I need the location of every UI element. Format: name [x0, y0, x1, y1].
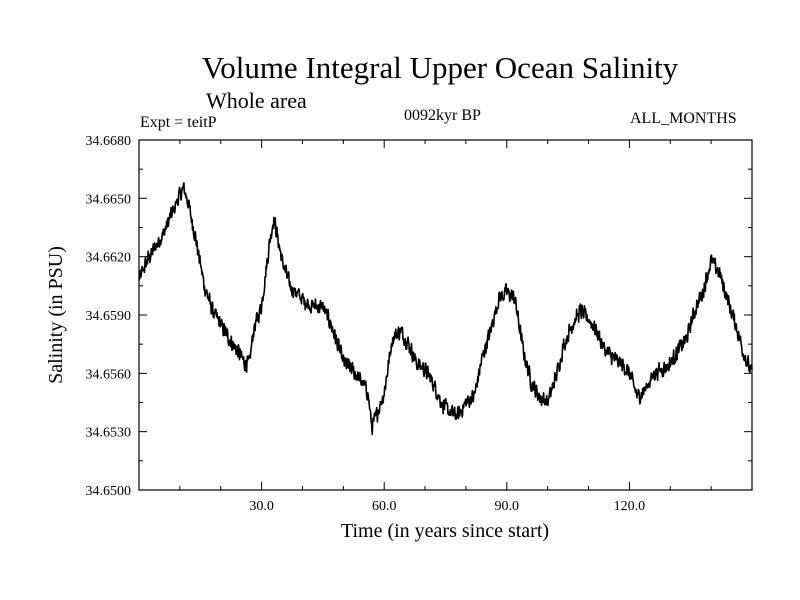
y-axis: 34.6500 34.6530 34.6560 34.6590 34.6620 34.66… [86, 134, 752, 499]
x-tick-label: 30.0 [249, 499, 274, 514]
y-tick-label: 34.6560 [86, 367, 132, 382]
x-tick-label: 90.0 [495, 499, 520, 514]
epoch-label: 0092kyr BP [404, 107, 481, 124]
chart-subtitle: Whole area [206, 88, 307, 113]
y-axis-label: Salinity (in PSU) [45, 246, 67, 384]
y-tick-label: 34.6650 [86, 192, 132, 207]
x-axis: 30.0 60.0 90.0 120.0 [179, 140, 712, 514]
months-label: ALL_MONTHS [630, 110, 737, 127]
salinity-series-line [138, 182, 753, 436]
y-tick-label: 34.6530 [86, 426, 132, 441]
x-axis-label: Time (in years since start) [341, 520, 549, 542]
series-layer [138, 182, 753, 436]
plot-frame [138, 139, 753, 491]
x-tick-label: 60.0 [372, 499, 397, 514]
y-tick-label: 34.6500 [86, 484, 132, 499]
chart-title: Volume Integral Upper Ocean Salinity [201, 50, 679, 85]
y-tick-label: 34.6620 [86, 251, 132, 266]
experiment-label: Expt = teitP [140, 114, 217, 131]
y-tick-label: 34.6680 [86, 134, 132, 149]
x-tick-label: 120.0 [614, 499, 646, 514]
y-tick-label: 34.6590 [86, 309, 132, 324]
